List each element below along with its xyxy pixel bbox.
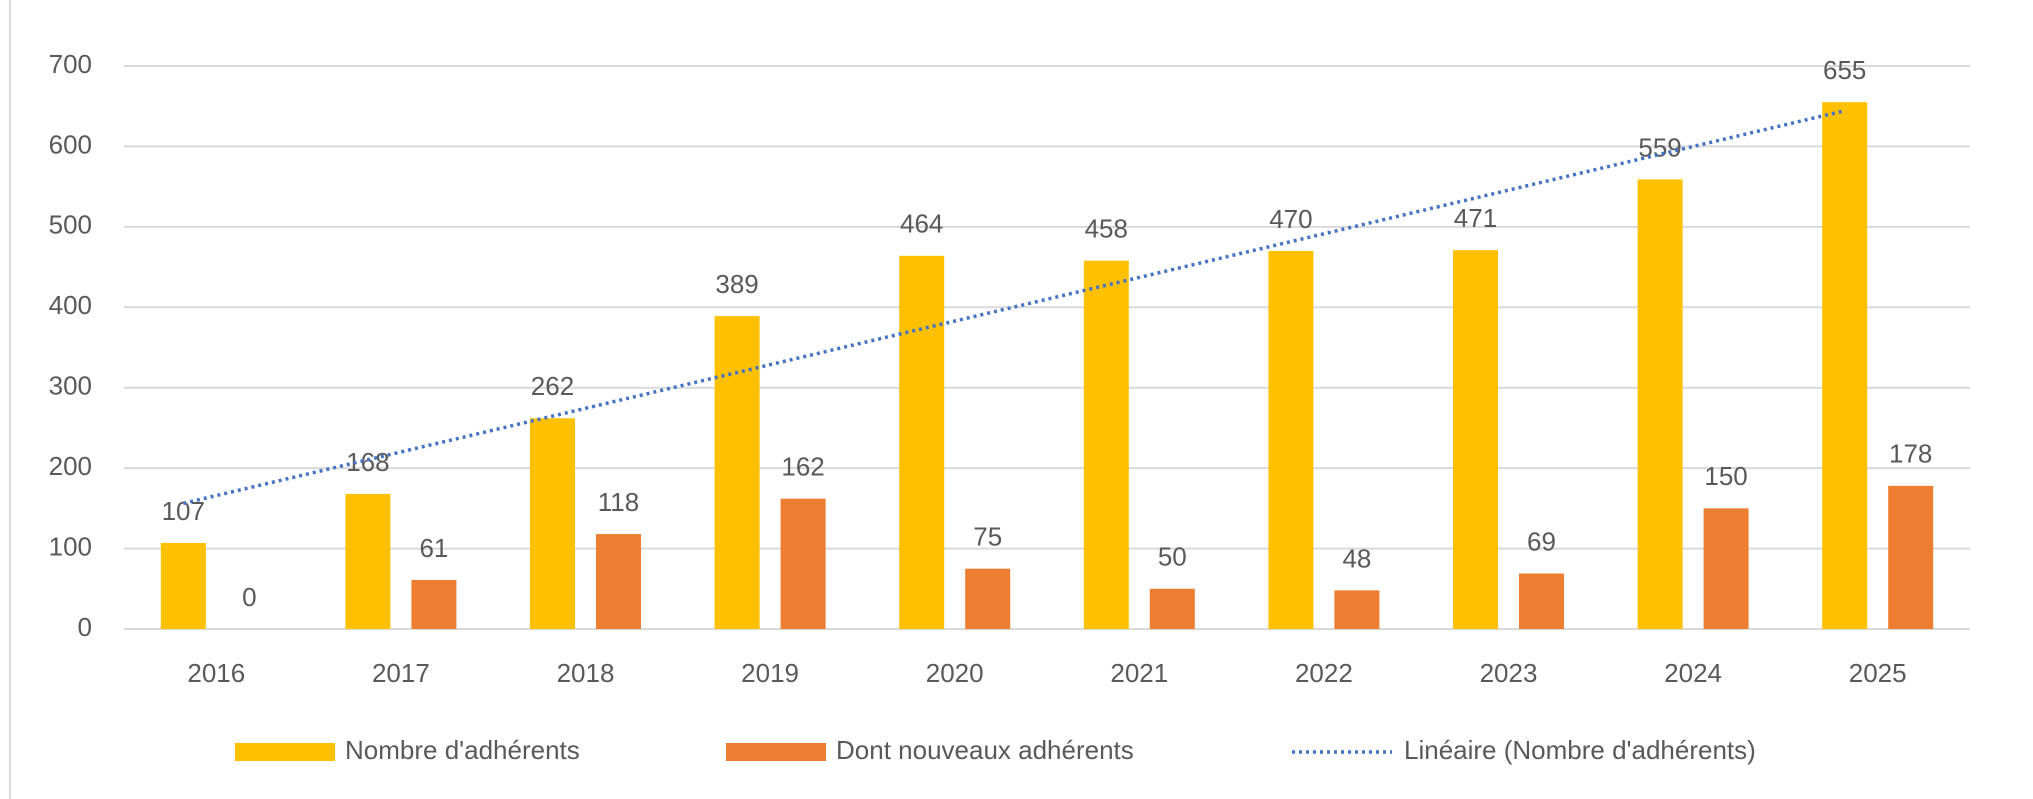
bar bbox=[780, 498, 826, 629]
bar bbox=[1703, 508, 1749, 629]
bar bbox=[1083, 260, 1129, 629]
x-tick-label: 2019 bbox=[741, 658, 799, 688]
y-tick-label: 700 bbox=[49, 49, 92, 79]
bar bbox=[714, 316, 760, 629]
y-tick-label: 200 bbox=[49, 451, 92, 481]
bar bbox=[160, 542, 206, 629]
x-tick-label: 2025 bbox=[1849, 658, 1907, 688]
data-label: 168 bbox=[346, 447, 389, 477]
bar bbox=[1637, 179, 1683, 629]
data-label: 162 bbox=[781, 452, 824, 482]
bar bbox=[1453, 250, 1498, 629]
legend-swatch bbox=[235, 743, 335, 761]
bar bbox=[899, 255, 945, 629]
data-label: 48 bbox=[1342, 543, 1371, 573]
data-label: 470 bbox=[1269, 204, 1312, 234]
y-tick-label: 0 bbox=[78, 612, 92, 642]
x-tick-label: 2020 bbox=[926, 658, 984, 688]
bar bbox=[1822, 102, 1868, 629]
data-label: 150 bbox=[1704, 461, 1747, 491]
data-label: 75 bbox=[973, 522, 1002, 552]
data-label: 178 bbox=[1889, 439, 1932, 469]
bar bbox=[1519, 573, 1564, 629]
bar bbox=[1149, 588, 1195, 629]
y-tick-label: 400 bbox=[49, 290, 92, 320]
bar bbox=[965, 568, 1011, 629]
bar bbox=[345, 493, 391, 629]
data-label: 69 bbox=[1527, 526, 1556, 556]
legend-swatch bbox=[726, 743, 826, 761]
data-label: 61 bbox=[419, 533, 448, 563]
bar bbox=[1334, 590, 1380, 629]
x-tick-label: 2023 bbox=[1480, 658, 1538, 688]
bar bbox=[1888, 485, 1934, 629]
data-label: 50 bbox=[1158, 542, 1187, 572]
bar bbox=[596, 534, 641, 629]
data-label: 458 bbox=[1085, 214, 1128, 244]
data-label: 389 bbox=[715, 269, 758, 299]
data-label: 464 bbox=[900, 209, 943, 239]
trendline bbox=[182, 109, 1846, 506]
x-tick-label: 2021 bbox=[1110, 658, 1168, 688]
x-tick-label: 2017 bbox=[372, 658, 430, 688]
x-tick-label: 2024 bbox=[1664, 658, 1722, 688]
legend-label: Nombre d'adhérents bbox=[345, 735, 580, 765]
y-tick-label: 100 bbox=[49, 531, 92, 561]
data-label: 118 bbox=[598, 487, 639, 517]
data-label: 262 bbox=[531, 371, 574, 401]
data-label: 559 bbox=[1638, 132, 1681, 162]
legend-label: Linéaire (Nombre d'adhérents) bbox=[1404, 735, 1756, 765]
bar bbox=[1268, 250, 1314, 629]
x-tick-label: 2018 bbox=[557, 658, 615, 688]
y-tick-label: 500 bbox=[49, 210, 92, 240]
bar bbox=[411, 579, 457, 629]
x-tick-label: 2016 bbox=[187, 658, 245, 688]
bar bbox=[530, 418, 575, 629]
data-label: 0 bbox=[242, 582, 256, 612]
x-tick-label: 2022 bbox=[1295, 658, 1353, 688]
y-tick-label: 600 bbox=[49, 129, 92, 159]
data-label: 655 bbox=[1823, 55, 1866, 85]
data-label: 471 bbox=[1454, 203, 1497, 233]
legend-label: Dont nouveaux adhérents bbox=[836, 735, 1134, 765]
y-tick-label: 300 bbox=[49, 371, 92, 401]
